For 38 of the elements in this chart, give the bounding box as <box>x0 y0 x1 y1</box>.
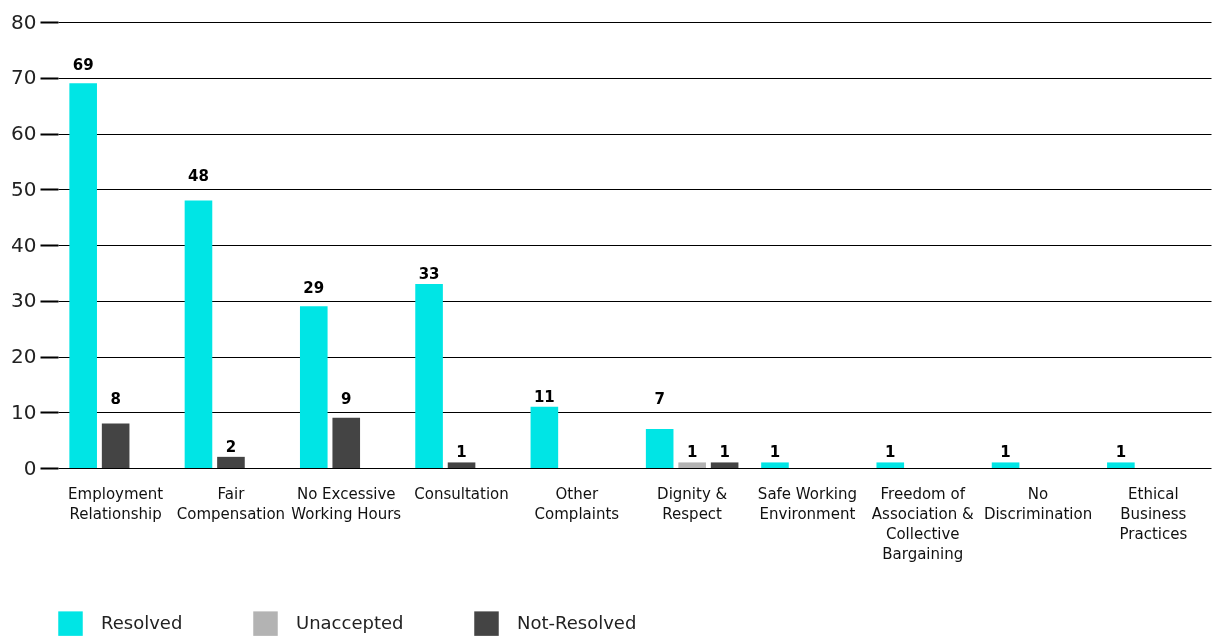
y-tick-label: 10 <box>11 399 37 424</box>
data-label: 48 <box>188 167 209 186</box>
data-label: 8 <box>110 390 121 409</box>
y-tick-label: 70 <box>11 65 37 90</box>
x-tick-label: Freedom of Association & Collective Bargaining <box>871 484 974 563</box>
data-label: 69 <box>72 55 94 74</box>
x-tick-label: Consultation <box>414 484 509 503</box>
y-tick-label: 20 <box>11 344 37 368</box>
legend-label: Resolved <box>101 611 183 633</box>
data-label: 2 <box>225 437 237 456</box>
y-tick-label: 0 <box>23 455 37 480</box>
x-tick-label: Dignity & Respect <box>657 484 728 523</box>
x-tick-label: Ethical Business Practices <box>1119 484 1188 543</box>
data-label: 7 <box>654 390 665 409</box>
data-label: 1 <box>686 443 698 462</box>
data-label: 1 <box>769 443 781 462</box>
data-label: 1 <box>719 443 730 462</box>
legend-label: Unaccepted <box>296 611 404 633</box>
y-tick-label: 80 <box>11 9 37 34</box>
x-tick-label: Safe Working Environment <box>757 484 858 523</box>
y-tick-label: 30 <box>11 288 37 313</box>
y-tick-label: 60 <box>11 121 37 145</box>
data-label: 33 <box>418 265 440 284</box>
x-tick-label: No Discrimination <box>983 484 1093 523</box>
data-label: 29 <box>303 278 325 297</box>
legend-label: Not-Resolved <box>517 611 637 633</box>
data-label: 1 <box>1115 443 1127 462</box>
data-label: 11 <box>533 387 555 406</box>
data-label: 9 <box>341 390 352 409</box>
data-label: 1 <box>456 443 467 462</box>
x-tick-label: No Excessive Working Hours <box>291 484 402 523</box>
y-tick-label: 40 <box>11 232 37 257</box>
data-label: 1 <box>885 443 896 462</box>
y-tick-label: 50 <box>11 176 37 201</box>
x-tick-label: Employment Relationship <box>68 484 164 523</box>
x-tick-label: Other Complaints <box>534 484 620 523</box>
x-tick-label: Fair Compensation <box>176 484 286 523</box>
data-label: 1 <box>1000 443 1011 462</box>
